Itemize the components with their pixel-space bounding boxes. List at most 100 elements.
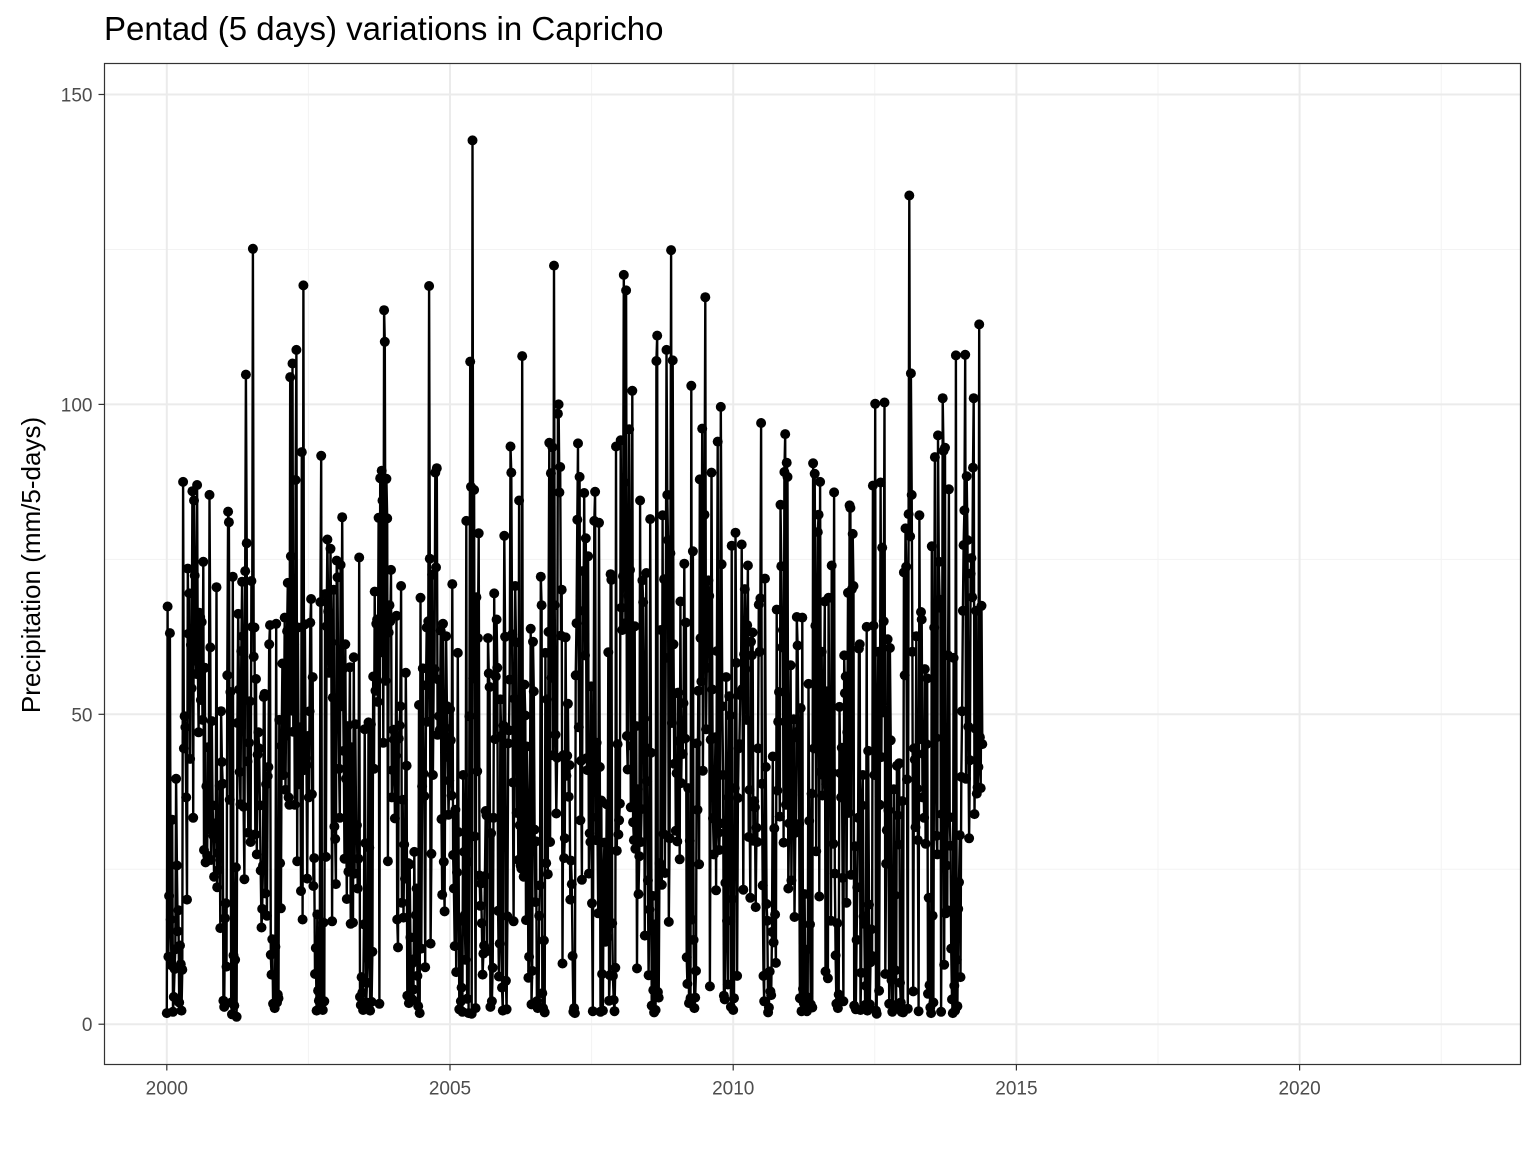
data-point: [713, 827, 724, 838]
data-point: [603, 647, 614, 658]
data-point: [951, 954, 962, 965]
data-point: [864, 899, 874, 910]
data-point: [675, 596, 686, 607]
data-point: [664, 833, 675, 844]
data-point: [707, 684, 718, 695]
data-point: [192, 480, 203, 490]
data-point: [756, 778, 767, 789]
data-point: [742, 620, 753, 631]
data-point: [560, 632, 571, 643]
data-point: [254, 800, 265, 811]
data-point: [362, 977, 372, 988]
data-point: [717, 701, 728, 712]
data-point: [296, 447, 307, 458]
data-point: [817, 790, 828, 801]
data-point: [919, 812, 930, 823]
data-point: [811, 846, 822, 857]
data-point: [220, 898, 231, 909]
data-point: [393, 733, 404, 744]
data-point: [350, 719, 361, 730]
data-point: [904, 190, 915, 201]
data-point: [501, 1004, 512, 1015]
data-point: [699, 509, 710, 520]
data-point: [873, 646, 884, 657]
data-point: [293, 779, 304, 790]
data-point: [419, 791, 430, 802]
data-point: [929, 622, 940, 633]
data-point: [372, 614, 383, 625]
data-point: [373, 512, 384, 523]
data-point: [635, 837, 646, 847]
data-point: [295, 722, 306, 733]
data-point: [240, 369, 251, 380]
y-axis-label: Precipitation (mm/5-days): [16, 417, 46, 713]
data-point: [525, 623, 536, 634]
data-point: [916, 614, 927, 625]
data-point: [275, 903, 286, 914]
data-point: [959, 505, 970, 516]
data-point: [447, 579, 458, 590]
data-point: [566, 855, 576, 866]
y-tick-label: 50: [71, 705, 92, 726]
data-point: [278, 770, 289, 780]
data-point: [424, 281, 435, 291]
data-point: [545, 837, 556, 847]
data-point: [567, 951, 578, 961]
data-point: [303, 731, 313, 741]
data-point: [521, 915, 531, 926]
data-point: [649, 919, 660, 930]
data-point: [201, 781, 212, 792]
data-point: [923, 892, 934, 903]
data-point: [318, 917, 329, 928]
data-point: [174, 997, 185, 1008]
data-point: [919, 664, 930, 675]
data-point: [287, 358, 298, 369]
data-point: [471, 592, 482, 603]
data-point: [642, 776, 653, 787]
data-point: [630, 843, 641, 854]
data-point: [673, 687, 684, 698]
data-point: [626, 740, 637, 751]
data-point: [768, 937, 779, 948]
data-point: [445, 735, 456, 746]
data-point: [458, 770, 469, 780]
data-point: [601, 799, 612, 810]
data-point: [627, 385, 638, 396]
data-point: [871, 1008, 882, 1019]
data-point: [393, 942, 403, 953]
data-point: [719, 994, 730, 1005]
data-point: [234, 766, 245, 777]
data-point: [167, 814, 178, 825]
data-point: [349, 868, 360, 879]
data-point: [926, 1008, 937, 1019]
data-point: [529, 824, 540, 835]
data-point: [164, 890, 175, 901]
data-point: [777, 625, 788, 635]
data-point: [310, 943, 321, 953]
data-point: [874, 985, 885, 996]
data-point: [437, 889, 448, 900]
data-point: [795, 703, 806, 714]
data-point: [213, 864, 224, 875]
data-point: [346, 742, 357, 753]
data-point: [968, 393, 979, 404]
data-point: [888, 784, 899, 795]
data-point: [927, 910, 938, 921]
data-point: [180, 722, 191, 733]
data-point: [390, 750, 401, 761]
y-tick-label: 150: [61, 85, 93, 106]
data-point: [712, 436, 723, 447]
data-point: [334, 812, 345, 823]
data-point: [578, 605, 589, 616]
data-point: [916, 607, 926, 617]
data-point: [171, 773, 182, 784]
data-point: [944, 812, 955, 823]
data-point: [173, 905, 184, 916]
data-point: [177, 964, 188, 975]
data-point: [202, 742, 213, 753]
data-point: [948, 652, 959, 663]
data-point: [625, 802, 636, 813]
data-point: [178, 476, 189, 487]
data-point: [677, 721, 687, 732]
data-point: [271, 618, 282, 629]
